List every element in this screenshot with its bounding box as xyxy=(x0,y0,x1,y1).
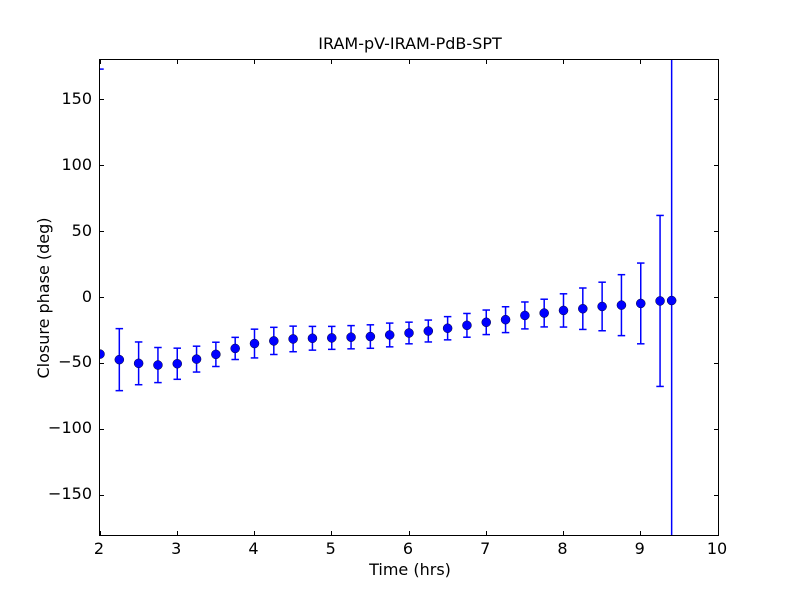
y-tick-mark xyxy=(100,494,104,496)
data-point xyxy=(249,338,260,349)
chart-title: IRAM-pV-IRAM-PdB-SPT xyxy=(318,34,502,53)
x-tick-mark xyxy=(408,60,410,64)
y-tick-mark xyxy=(100,165,104,167)
x-tick-mark xyxy=(254,531,255,535)
y-tick-mark xyxy=(100,362,104,364)
x-tick-mark xyxy=(176,531,178,535)
x-tick-mark xyxy=(99,60,101,64)
y-tick-label: 100 xyxy=(61,154,92,174)
x-tick-label: 8 xyxy=(557,539,568,558)
data-point xyxy=(172,358,182,369)
x-tick-mark xyxy=(563,531,564,535)
plot-area xyxy=(99,59,719,536)
data-point xyxy=(500,314,511,325)
data-point xyxy=(666,295,677,306)
data-point xyxy=(269,336,279,346)
x-tick-mark xyxy=(485,531,487,535)
x-tick-label: 5 xyxy=(325,539,336,558)
data-point xyxy=(327,333,337,343)
x-tick-mark xyxy=(485,60,487,64)
y-tick-label: 0 xyxy=(81,286,92,306)
y-tick-label: −50 xyxy=(58,352,92,372)
x-tick-mark xyxy=(640,60,642,64)
data-point xyxy=(288,334,298,344)
y-tick-label: 150 xyxy=(61,88,92,108)
data-point xyxy=(133,358,144,369)
data-point xyxy=(655,296,665,306)
data-point xyxy=(365,331,376,342)
x-tick-mark xyxy=(717,60,719,64)
y-tick-mark xyxy=(100,231,104,233)
x-tick-mark xyxy=(408,531,410,535)
data-point xyxy=(539,308,549,318)
data-point xyxy=(307,333,318,344)
data-point xyxy=(636,298,646,309)
data-point xyxy=(114,354,125,365)
y-tick-mark xyxy=(714,231,718,233)
x-tick-mark xyxy=(717,531,719,535)
y-tick-mark xyxy=(100,99,104,101)
x-tick-label: 9 xyxy=(634,539,645,558)
x-tick-mark xyxy=(176,60,178,64)
data-point xyxy=(384,330,395,340)
x-tick-mark xyxy=(331,60,333,64)
y-tick-mark xyxy=(714,362,718,364)
x-tick-label: 10 xyxy=(706,539,728,558)
y-tick-label: −100 xyxy=(48,418,92,438)
data-layer xyxy=(100,60,677,535)
y-tick-mark xyxy=(714,165,718,167)
y-tick-label: 50 xyxy=(71,220,92,240)
data-point xyxy=(191,354,202,364)
data-point xyxy=(462,320,472,331)
y-tick-mark xyxy=(714,99,718,101)
data-point xyxy=(230,343,240,354)
data-point xyxy=(578,303,588,314)
x-tick-mark xyxy=(254,60,255,64)
data-point xyxy=(404,328,414,338)
y-tick-mark xyxy=(714,297,718,298)
x-tick-mark xyxy=(563,60,564,64)
x-tick-label: 4 xyxy=(248,539,259,558)
data-point xyxy=(520,310,530,321)
x-tick-label: 7 xyxy=(480,539,491,558)
y-tick-mark xyxy=(714,494,718,496)
x-axis-label: Time (hrs) xyxy=(369,560,451,579)
data-point xyxy=(100,349,105,359)
x-tick-label: 6 xyxy=(402,539,414,558)
x-tick-label: 3 xyxy=(171,539,182,558)
x-tick-label: 2 xyxy=(93,539,105,558)
data-point xyxy=(597,301,607,312)
data-point xyxy=(153,360,163,370)
data-point xyxy=(346,332,356,342)
data-point xyxy=(211,349,221,360)
y-tick-label: −150 xyxy=(48,484,92,504)
y-tick-mark xyxy=(100,297,104,298)
x-tick-mark xyxy=(331,531,333,535)
data-point xyxy=(442,323,453,333)
data-point xyxy=(558,305,569,316)
y-tick-mark xyxy=(100,428,104,430)
y-tick-mark xyxy=(714,428,718,430)
data-point xyxy=(481,317,491,328)
data-point xyxy=(616,300,627,310)
x-tick-mark xyxy=(640,531,642,535)
x-tick-mark xyxy=(99,531,101,535)
data-point xyxy=(423,326,434,336)
